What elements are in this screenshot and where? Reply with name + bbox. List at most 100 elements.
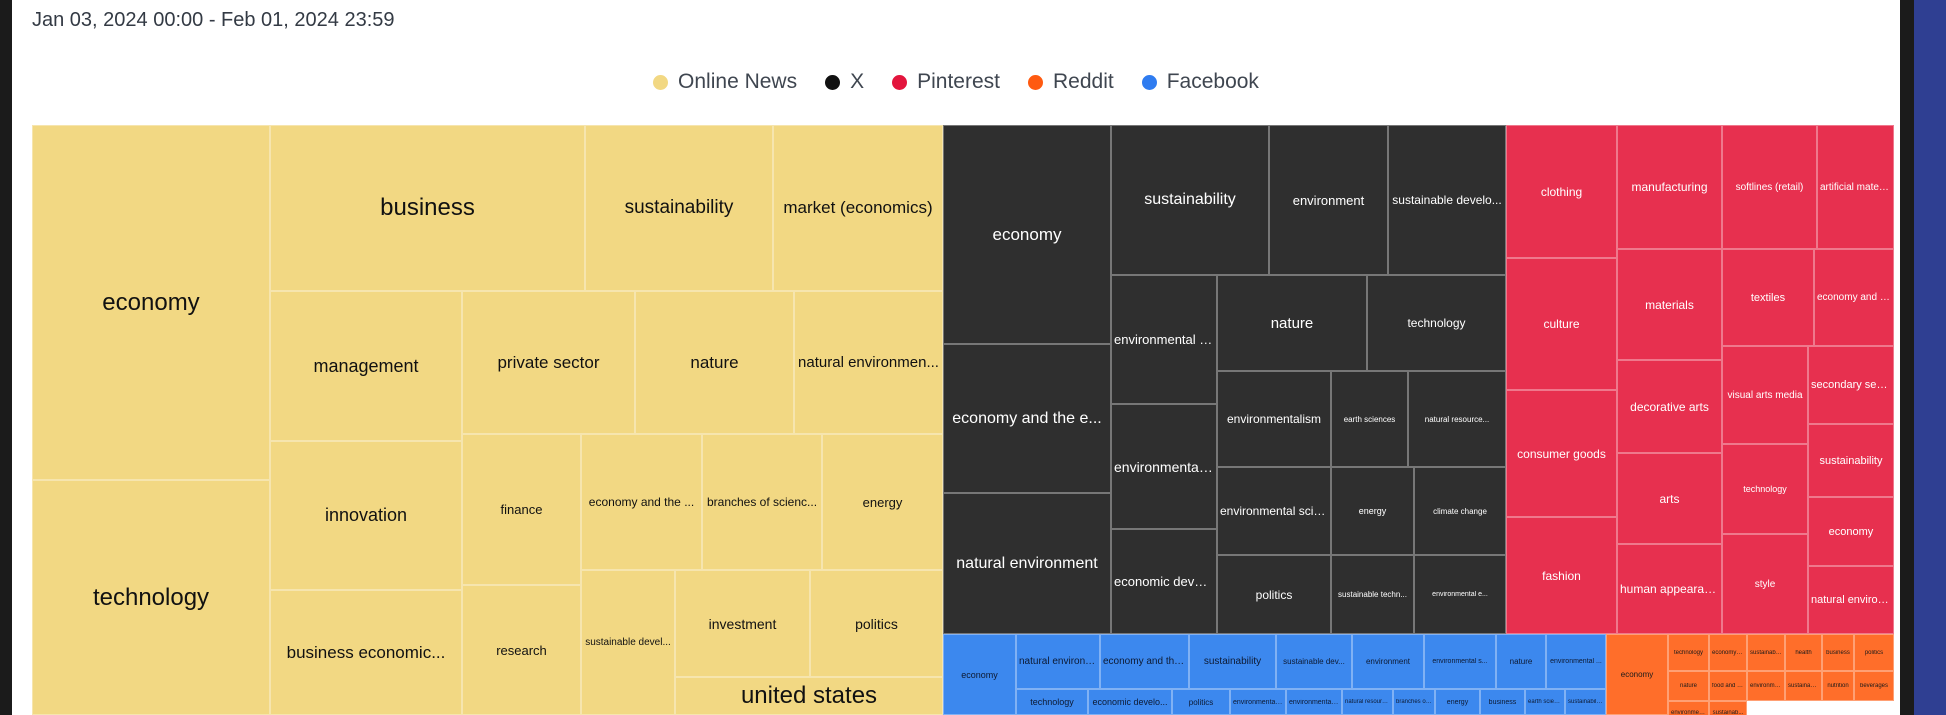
legend-item-facebook[interactable]: Facebook	[1141, 70, 1259, 94]
treemap-tile-online-news[interactable]: nature	[635, 291, 794, 434]
legend-item-x[interactable]: X	[825, 70, 864, 94]
treemap-tile-reddit[interactable]: sustainabili...	[1747, 634, 1785, 671]
treemap-tile-reddit[interactable]: economy	[1606, 634, 1668, 715]
treemap-tile-pinterest[interactable]: style	[1722, 534, 1808, 634]
treemap-tile-pinterest[interactable]: human appearanc...	[1617, 544, 1722, 634]
treemap-tile-x[interactable]: economy and the e...	[943, 344, 1111, 493]
treemap-tile-pinterest[interactable]: materials	[1617, 249, 1722, 360]
treemap-tile-x[interactable]: sustainability	[1111, 125, 1269, 275]
treemap-tile-pinterest[interactable]: economy	[1808, 497, 1894, 566]
treemap-tile-reddit[interactable]: nutrition	[1822, 671, 1854, 701]
treemap-tile-x[interactable]: natural resource...	[1408, 371, 1506, 467]
legend-item-online-news[interactable]: Online News	[653, 70, 797, 94]
treemap-tile-pinterest[interactable]: natural environme...	[1808, 566, 1894, 634]
treemap-tile-reddit[interactable]: food and dr...	[1709, 671, 1747, 701]
treemap-tile-pinterest[interactable]: textiles	[1722, 249, 1814, 346]
treemap-tile-x[interactable]: nature	[1217, 275, 1367, 371]
treemap-tile-x[interactable]: environment	[1269, 125, 1388, 275]
treemap-tile-pinterest[interactable]: sustainability	[1808, 424, 1894, 497]
treemap-tile-reddit[interactable]: economy a...	[1709, 634, 1747, 671]
treemap-tile-pinterest[interactable]: technology	[1722, 444, 1808, 534]
treemap-tile-online-news[interactable]: market (economics)	[773, 125, 943, 291]
treemap-tile-facebook[interactable]: sustainable dev...	[1276, 634, 1352, 689]
treemap-tile-facebook[interactable]: environmental ...	[1546, 634, 1606, 689]
treemap-tile-online-news[interactable]: technology	[32, 480, 270, 715]
treemap-tile-online-news[interactable]: research	[462, 585, 581, 715]
treemap-tile-x[interactable]: technology	[1367, 275, 1506, 371]
treemap-tile-facebook[interactable]: environmentali...	[1230, 689, 1286, 715]
treemap-tile-facebook[interactable]: branches of sc...	[1393, 689, 1435, 715]
treemap-tile-facebook[interactable]: nature	[1496, 634, 1546, 689]
treemap-tile-online-news[interactable]: business economic...	[270, 590, 462, 715]
treemap-tile-facebook[interactable]: earth scien...	[1525, 689, 1565, 715]
treemap-tile-facebook[interactable]: politics	[1172, 689, 1230, 715]
treemap-tile-facebook[interactable]: environmental i...	[1286, 689, 1342, 715]
treemap-tile-facebook[interactable]: economy and the ...	[1100, 634, 1189, 689]
treemap-tile-online-news[interactable]: management	[270, 291, 462, 441]
treemap-tile-online-news[interactable]: sustainability	[585, 125, 773, 291]
treemap-tile-online-news[interactable]: politics	[810, 570, 943, 677]
treemap-tile-x[interactable]: politics	[1217, 555, 1331, 634]
treemap-tile-online-news[interactable]: sustainable devel...	[581, 570, 675, 715]
treemap-tile-reddit[interactable]: health	[1785, 634, 1822, 671]
treemap-tile-online-news[interactable]: business	[270, 125, 585, 291]
treemap-tile-online-news[interactable]: united states	[675, 677, 943, 715]
treemap-tile-facebook[interactable]: natural resourc...	[1342, 689, 1393, 715]
treemap-tile-reddit[interactable]: environmen...	[1668, 701, 1709, 715]
treemap-tile-reddit[interactable]: sustainab...	[1709, 701, 1747, 715]
treemap-tile-facebook[interactable]: natural environme...	[1016, 634, 1100, 689]
treemap-tile-online-news[interactable]: economy and the ...	[581, 434, 702, 570]
treemap-tile-x[interactable]: environmentalism	[1217, 371, 1331, 467]
treemap-tile-online-news[interactable]: finance	[462, 434, 581, 585]
legend-item-pinterest[interactable]: Pinterest	[892, 70, 1000, 94]
treemap-tile-x[interactable]: energy	[1331, 467, 1414, 555]
treemap-tile-reddit[interactable]: beverages	[1854, 671, 1894, 701]
treemap-tile-online-news[interactable]: private sector	[462, 291, 635, 434]
treemap-tile-x[interactable]: environmental scie...	[1217, 467, 1331, 555]
treemap-tile-pinterest[interactable]: consumer goods	[1506, 390, 1617, 517]
treemap-tile-reddit[interactable]: sustainable...	[1785, 671, 1822, 701]
treemap-tile-x[interactable]: economy	[943, 125, 1111, 344]
treemap-tile-pinterest[interactable]: manufacturing	[1617, 125, 1722, 249]
treemap-tile-reddit[interactable]: business	[1822, 634, 1854, 671]
treemap-tile-facebook[interactable]: economic develo...	[1088, 689, 1172, 715]
treemap-tile-x[interactable]: sustainable techn...	[1331, 555, 1414, 634]
treemap-tile-facebook[interactable]: sustainabilit...	[1565, 689, 1606, 715]
treemap-tile-online-news[interactable]: natural environmen...	[794, 291, 943, 434]
treemap-tile-facebook[interactable]: energy	[1435, 689, 1480, 715]
treemap-tile-pinterest[interactable]: softlines (retail)	[1722, 125, 1817, 249]
treemap-tile-reddit[interactable]: environmen...	[1747, 671, 1785, 701]
treemap-tile-online-news[interactable]: economy	[32, 125, 270, 480]
treemap-tile-online-news[interactable]: investment	[675, 570, 810, 677]
treemap-tile-x[interactable]: climate change	[1414, 467, 1506, 555]
legend-item-reddit[interactable]: Reddit	[1028, 70, 1114, 94]
treemap-tile-pinterest[interactable]: decorative arts	[1617, 360, 1722, 453]
treemap-tile-reddit[interactable]: nature	[1668, 671, 1709, 701]
treemap-tile-x[interactable]: environmental soci...	[1111, 404, 1217, 529]
treemap-tile-pinterest[interactable]: visual arts media	[1722, 346, 1808, 444]
treemap-tile-pinterest[interactable]: fashion	[1506, 517, 1617, 634]
treemap-tile-x[interactable]: economic develop...	[1111, 529, 1217, 634]
treemap-tile-facebook[interactable]: business	[1480, 689, 1525, 715]
treemap-tile-x[interactable]: earth sciences	[1331, 371, 1408, 467]
treemap-tile-pinterest[interactable]: secondary sector ...	[1808, 346, 1894, 424]
treemap-tile-facebook[interactable]: environmental s...	[1424, 634, 1496, 689]
treemap-tile-pinterest[interactable]: economy and the ...	[1814, 249, 1894, 346]
treemap-tile-x[interactable]: environmental e...	[1414, 555, 1506, 634]
treemap-tile-x[interactable]: natural environment	[943, 493, 1111, 634]
treemap-tile-reddit[interactable]: politics	[1854, 634, 1894, 671]
treemap-tile-pinterest[interactable]: artificial materials	[1817, 125, 1894, 249]
treemap-tile-facebook[interactable]: sustainability	[1189, 634, 1276, 689]
treemap-tile-x[interactable]: environmental mov...	[1111, 275, 1217, 404]
treemap-tile-online-news[interactable]: branches of scienc...	[702, 434, 822, 570]
treemap-tile-pinterest[interactable]: clothing	[1506, 125, 1617, 258]
treemap-tile-online-news[interactable]: energy	[822, 434, 943, 570]
treemap-tile-facebook[interactable]: technology	[1016, 689, 1088, 715]
treemap-tile-facebook[interactable]: economy	[943, 634, 1016, 715]
treemap-tile-online-news[interactable]: innovation	[270, 441, 462, 590]
treemap-tile-x[interactable]: sustainable develo...	[1388, 125, 1506, 275]
treemap-tile-pinterest[interactable]: culture	[1506, 258, 1617, 390]
treemap-tile-pinterest[interactable]: arts	[1617, 453, 1722, 544]
treemap-tile-facebook[interactable]: environment	[1352, 634, 1424, 689]
treemap-tile-reddit[interactable]: technology	[1668, 634, 1709, 671]
